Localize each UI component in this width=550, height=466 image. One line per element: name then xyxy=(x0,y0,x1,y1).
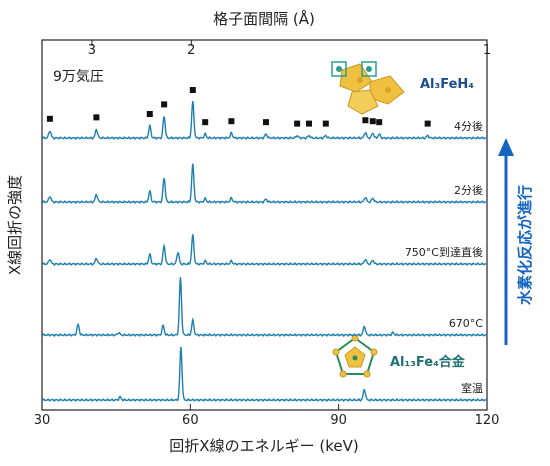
trace-label: 室温 xyxy=(461,381,483,395)
peak-markers xyxy=(46,87,431,127)
phase-al13fe4-label: Al₁₃Fe₄合金 xyxy=(390,354,466,370)
peak-marker xyxy=(376,119,383,126)
trace-line xyxy=(41,101,488,140)
top-tick-label: 2 xyxy=(187,43,195,58)
x-tick-label: 60 xyxy=(182,413,199,428)
progress-arrow-label: 水素化反応が進行 xyxy=(516,185,534,305)
peak-marker xyxy=(146,111,153,117)
peak-marker xyxy=(322,120,329,127)
progress-arrow xyxy=(498,138,514,345)
pressure-label: 9万気圧 xyxy=(53,69,104,85)
trace-label: 670°C xyxy=(449,317,483,330)
peak-marker xyxy=(93,114,100,121)
top-axis-label: 格子面間隔 (Å) xyxy=(213,9,315,28)
x-tick-label: 30 xyxy=(34,413,51,428)
peak-marker xyxy=(294,120,301,127)
trace-line xyxy=(41,163,488,205)
diffraction-traces: 4分後 2分後 750°C到達直後 670°C 室温 xyxy=(41,101,488,403)
top-tick-label: 3 xyxy=(88,43,96,58)
y-axis-label: X線回折の強度 xyxy=(6,175,24,275)
peak-marker xyxy=(189,87,196,93)
plot-frame xyxy=(41,39,488,411)
peak-marker xyxy=(46,115,53,122)
phase-al3feh4-label: Al₃FeH₄ xyxy=(420,77,474,92)
trace-line xyxy=(41,234,488,267)
x-tick-label: 90 xyxy=(330,413,347,428)
x-axis-label: 回折X線のエネルギー (keV) xyxy=(169,437,358,455)
trace-line xyxy=(41,277,488,338)
axis-ticks: 30 60 90 120 3 2 1 xyxy=(34,40,500,428)
peak-marker xyxy=(161,101,168,108)
peak-marker xyxy=(306,120,312,127)
al13fe4-structure-icon xyxy=(332,334,378,378)
trace-label: 4分後 xyxy=(454,119,483,133)
peak-marker xyxy=(228,118,235,125)
trace-label: 2分後 xyxy=(454,183,483,197)
al3feh4-structure-icon xyxy=(331,61,405,115)
trace-line xyxy=(41,346,488,403)
x-tick-label: 120 xyxy=(475,413,500,428)
peak-marker xyxy=(202,119,209,126)
peak-marker xyxy=(424,120,431,127)
peak-marker xyxy=(369,118,376,125)
top-tick-label: 1 xyxy=(483,43,491,58)
peak-marker xyxy=(262,119,269,126)
peak-marker xyxy=(362,117,369,124)
trace-label: 750°C到達直後 xyxy=(405,245,483,259)
